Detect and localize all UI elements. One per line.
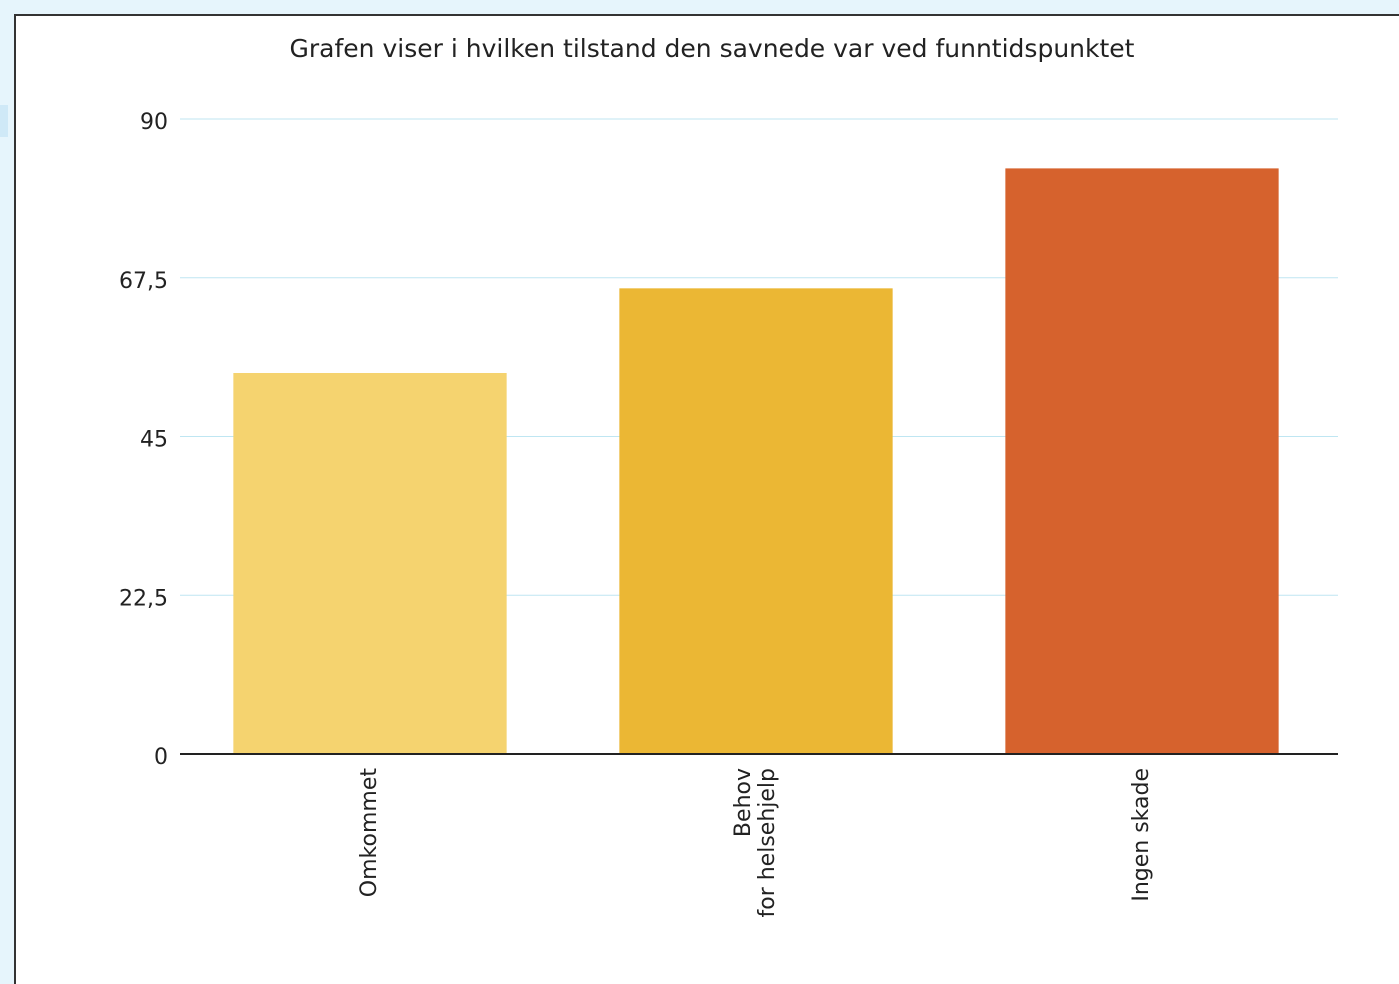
y-tick-label: 22,5 <box>119 586 168 611</box>
x-tick-label: Omkommet <box>357 768 382 898</box>
y-tick-label: 45 <box>140 428 168 453</box>
bar <box>233 373 507 754</box>
y-tick-label: 0 <box>154 745 168 770</box>
bar <box>1005 168 1279 754</box>
y-tick-label: 67,5 <box>119 269 168 294</box>
y-tick-label: 90 <box>140 110 168 135</box>
chart-title: Grafen viser i hvilken tilstand den savn… <box>290 34 1135 63</box>
bar <box>619 288 893 754</box>
x-tick-label: Ingen skade <box>1129 768 1154 902</box>
x-tick-label: Behov for helsehjelp <box>731 768 780 918</box>
side-tab <box>0 105 8 137</box>
